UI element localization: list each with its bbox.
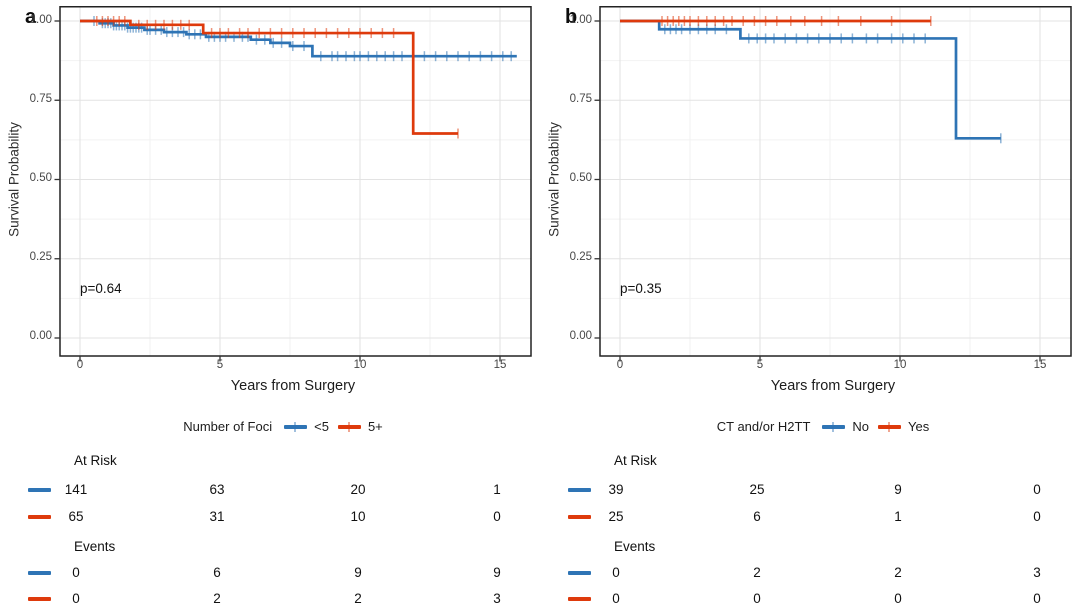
legend-line-icon [822, 421, 846, 432]
events-value: 2 [354, 591, 362, 606]
events-value: 2 [213, 591, 221, 606]
risk-table-header: At Risk [614, 453, 657, 468]
events-value: 0 [1033, 591, 1041, 606]
x-tick-label: 5 [756, 359, 764, 371]
risk-table-header: Events [614, 539, 656, 554]
censor-tick-icon [832, 421, 835, 432]
legend: Number of Foci <5 5+ [34, 419, 532, 434]
events-value: 0 [72, 591, 80, 606]
at-risk-value: 9 [894, 482, 902, 497]
row-line-icon [28, 597, 51, 601]
events-value: 6 [213, 565, 221, 580]
x-tick-label: 5 [216, 359, 224, 371]
y-tick-label: 0.25 [29, 251, 52, 263]
events-value: 0 [612, 591, 620, 606]
row-line-icon [28, 515, 51, 519]
x-axis-title: Years from Surgery [770, 378, 896, 394]
at-risk-value: 39 [608, 482, 624, 497]
x-tick-label: 10 [893, 359, 907, 371]
at-risk-value: 0 [1033, 482, 1041, 497]
survival-curve-<5 [80, 19, 517, 58]
x-axis-title: Years from Surgery [230, 378, 356, 394]
y-tick-label: 0.75 [569, 93, 592, 105]
legend-line-icon [337, 421, 361, 432]
y-tick-label: 0.75 [29, 93, 52, 105]
row-line-icon [28, 488, 51, 492]
y-tick-label: 1.00 [569, 14, 592, 26]
legend-item-label: Yes [908, 419, 930, 434]
at-risk-value: 1 [493, 482, 501, 497]
legend-item: <5 [284, 419, 329, 434]
at-risk-value: 10 [350, 509, 366, 524]
row-line-icon [568, 488, 591, 492]
at-risk-value: 31 [209, 509, 225, 524]
survival-curve-No [620, 19, 1001, 140]
p-value: p=0.64 [80, 281, 122, 296]
events-value: 2 [894, 565, 902, 580]
at-risk-value: 63 [209, 482, 225, 497]
events-value: 0 [753, 591, 761, 606]
y-tick-label: 0.50 [29, 172, 52, 184]
at-risk-value: 141 [64, 482, 88, 497]
at-risk-value: 1 [894, 509, 902, 524]
row-line-icon [28, 571, 51, 575]
y-tick-label: 1.00 [29, 14, 52, 26]
legend-item: 5+ [337, 419, 383, 434]
at-risk-value: 25 [608, 509, 624, 524]
x-tick-label: 0 [76, 359, 84, 371]
y-tick-label: 0.50 [569, 172, 592, 184]
legend-item: No [822, 419, 869, 434]
at-risk-value: 65 [68, 509, 84, 524]
legend-line-icon [284, 421, 308, 432]
x-tick-label: 15 [493, 359, 507, 371]
x-tick-label: 0 [616, 359, 624, 371]
at-risk-value: 25 [749, 482, 765, 497]
plot-border [59, 6, 532, 357]
censor-tick-icon [888, 421, 891, 432]
legend-item-label: No [852, 419, 870, 434]
events-value: 0 [72, 565, 80, 580]
legend-item-label: 5+ [367, 419, 383, 434]
y-tick-label: 0.00 [569, 330, 592, 342]
y-tick-label: 0.25 [569, 251, 592, 263]
legend-item: Yes [878, 419, 929, 434]
events-value: 0 [612, 565, 620, 580]
km-plot-b [594, 6, 1072, 362]
risk-table-header: Events [74, 539, 116, 554]
at-risk-value: 0 [493, 509, 501, 524]
row-line-icon [568, 515, 591, 519]
risk-table-header: At Risk [74, 453, 117, 468]
panel-label-a: a [25, 6, 37, 28]
survival-curve-5+ [80, 19, 458, 135]
panel-label-b: b [565, 6, 578, 28]
row-line-icon [568, 571, 591, 575]
plot-border [599, 6, 1072, 357]
y-tick-label: 0.00 [29, 330, 52, 342]
legend-title: CT and/or H2TT [716, 419, 811, 434]
legend-line-icon [878, 421, 902, 432]
events-value: 3 [1033, 565, 1041, 580]
events-value: 0 [894, 591, 902, 606]
legend-title: Number of Foci [183, 419, 273, 434]
row-line-icon [568, 597, 591, 601]
events-value: 3 [493, 591, 501, 606]
censor-tick-icon [347, 421, 350, 432]
events-value: 9 [354, 565, 362, 580]
x-tick-label: 15 [1033, 359, 1047, 371]
legend: CT and/or H2TT No Yes [574, 419, 1072, 434]
panel-b: b Survival Probability 1.00 0.75 0.50 0.… [540, 0, 1080, 611]
km-plot-a [54, 6, 532, 362]
censor-tick-icon [294, 421, 297, 432]
at-risk-value: 6 [753, 509, 761, 524]
panel-a: a Survival Probability 1.00 0.75 0.50 0.… [7, 6, 532, 606]
p-value: p=0.35 [620, 281, 662, 296]
at-risk-value: 20 [350, 482, 366, 497]
x-tick-label: 10 [353, 359, 367, 371]
at-risk-value: 0 [1033, 509, 1041, 524]
legend-item-label: <5 [314, 419, 329, 434]
events-value: 2 [753, 565, 761, 580]
events-value: 9 [493, 565, 501, 580]
